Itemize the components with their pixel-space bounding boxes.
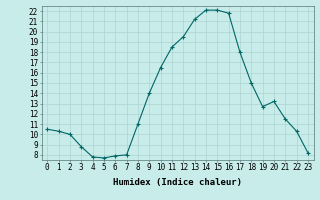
X-axis label: Humidex (Indice chaleur): Humidex (Indice chaleur)	[113, 178, 242, 187]
